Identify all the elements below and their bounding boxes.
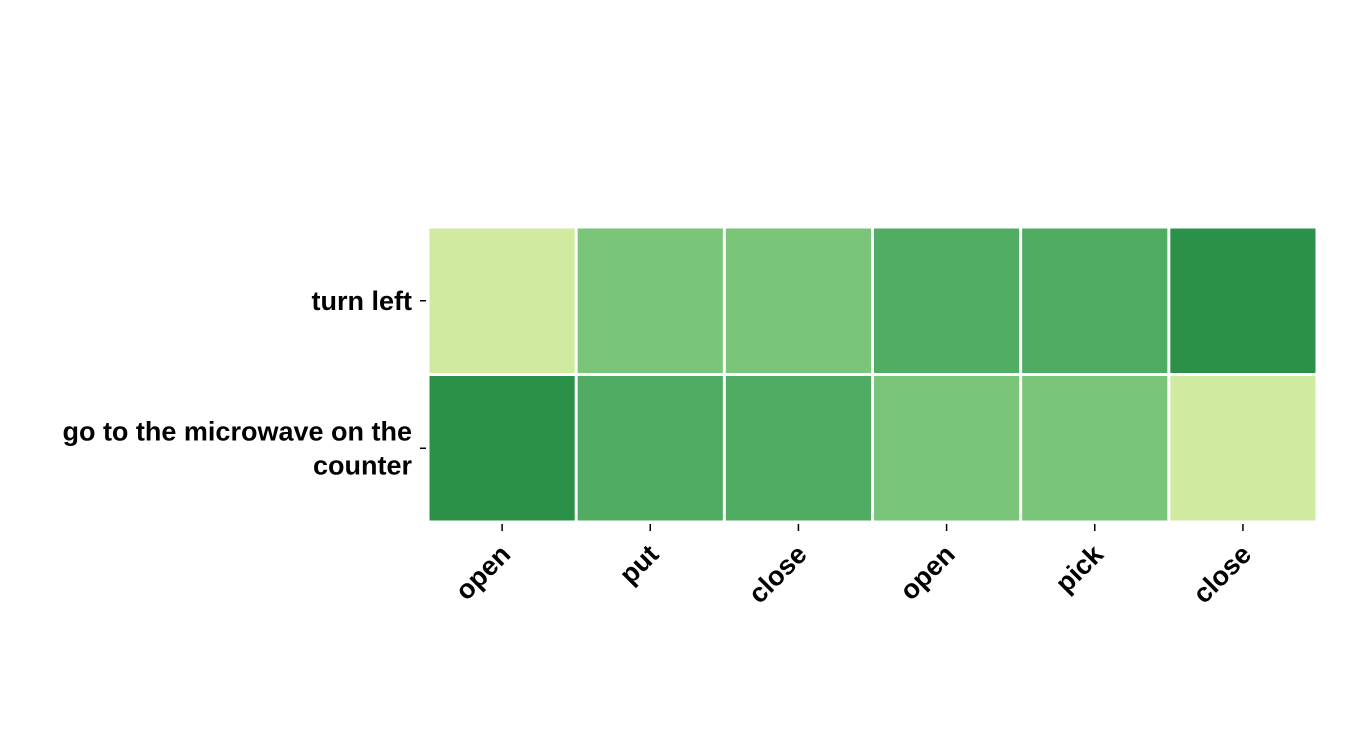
heatmap-cell bbox=[1170, 376, 1316, 521]
heatmap-cell bbox=[1170, 228, 1316, 373]
heatmap-cell bbox=[429, 228, 575, 373]
x-tick-label: close bbox=[1187, 539, 1257, 609]
heatmap-cell bbox=[1022, 228, 1168, 373]
heatmap-cell bbox=[577, 376, 723, 521]
x-axis: open put close open pick close bbox=[450, 524, 1257, 609]
heatmap-cell bbox=[1022, 376, 1168, 521]
y-tick-label: go to the microwave on the counter bbox=[62, 416, 412, 480]
x-tick-label: close bbox=[743, 539, 813, 609]
y-tick-label: turn left bbox=[312, 286, 413, 316]
x-tick-label: open bbox=[894, 539, 961, 606]
heatmap-cells bbox=[429, 228, 1316, 521]
heatmap-cell bbox=[874, 228, 1020, 373]
x-tick-label: put bbox=[614, 539, 665, 590]
x-tick-label: open bbox=[450, 539, 517, 606]
y-axis: turn left go to the microwave on the count… bbox=[62, 286, 426, 480]
heatmap-cell bbox=[725, 228, 871, 373]
x-tick-label: pick bbox=[1050, 538, 1110, 598]
heatmap-cell bbox=[429, 376, 575, 521]
heatmap-cell bbox=[874, 376, 1020, 521]
heatmap-cell bbox=[577, 228, 723, 373]
heatmap-cell bbox=[725, 376, 871, 521]
